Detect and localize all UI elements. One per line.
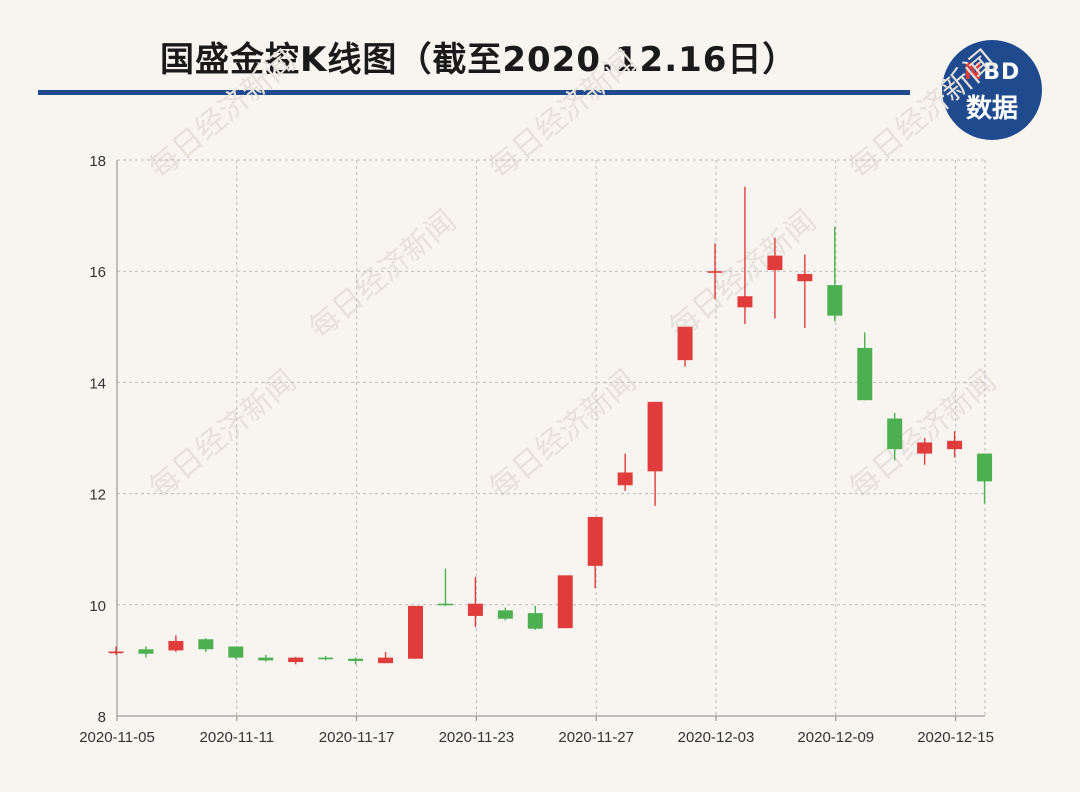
candle-body: [677, 326, 693, 361]
logo-top-text: NBD: [963, 60, 1021, 85]
candle: [348, 657, 364, 665]
x-tick-label: 2020-12-03: [678, 729, 755, 746]
candle-body: [797, 273, 813, 282]
candle-body: [437, 603, 453, 606]
candle-body: [977, 453, 993, 482]
candle-body: [527, 613, 543, 629]
candle: [228, 646, 244, 660]
nbd-logo: NBD 数据: [942, 40, 1042, 140]
candle: [677, 326, 693, 367]
candle-body: [318, 657, 334, 660]
candle: [887, 412, 903, 461]
candle: [647, 401, 663, 506]
watermark-text: 每日经济新闻: [143, 44, 303, 187]
candle-body: [348, 658, 364, 661]
y-tick-label: 10: [89, 598, 106, 615]
watermark-text: 每日经济新闻: [843, 44, 1003, 187]
logo-bottom-text: 数据: [965, 94, 1018, 124]
y-tick-label: 18: [89, 153, 106, 170]
candle: [437, 568, 453, 606]
candle-body: [707, 271, 723, 273]
x-tick-label: 2020-11-17: [319, 729, 395, 746]
candle-body: [378, 657, 394, 664]
candle-body: [138, 649, 154, 654]
watermark-text: 每日经济新闻: [143, 364, 303, 507]
candle-body: [917, 442, 933, 454]
candle-body: [497, 610, 513, 619]
y-tick-label: 8: [98, 709, 106, 726]
candle-body: [737, 296, 753, 308]
x-tick-label: 2020-11-27: [558, 729, 634, 746]
candle: [917, 438, 933, 465]
x-tick-label: 2020-11-11: [200, 729, 275, 746]
candle-body: [288, 657, 304, 663]
candle: [168, 635, 184, 653]
candle-body: [647, 401, 663, 472]
candle-body: [767, 255, 783, 271]
candle: [857, 332, 873, 401]
candle: [827, 226, 843, 322]
title-divider: [38, 90, 910, 95]
candle: [797, 254, 813, 328]
y-tick-label: 14: [89, 375, 106, 392]
candle: [138, 646, 154, 658]
x-tick-label: 2020-11-23: [439, 729, 515, 746]
candle: [977, 453, 993, 504]
candle: [557, 575, 573, 629]
y-tick-label: 12: [89, 487, 106, 504]
watermark-text: 每日经济新闻: [303, 204, 463, 347]
candle-body: [198, 639, 214, 650]
candle: [108, 646, 124, 655]
candle: [527, 605, 543, 630]
candle-body: [168, 640, 184, 651]
candle: [617, 453, 633, 491]
y-tick-label: 16: [89, 264, 106, 281]
candle: [947, 431, 963, 458]
candle-body: [557, 575, 573, 629]
candle-body: [827, 285, 843, 316]
candle: [707, 243, 723, 299]
x-tick-label: 2020-11-05: [79, 729, 155, 746]
candle: [198, 638, 214, 653]
x-tick-label: 2020-12-09: [797, 729, 874, 746]
candle-body: [408, 605, 423, 659]
candle-body: [887, 418, 903, 450]
watermark-text: 每日经济新闻: [483, 44, 643, 187]
candle-body: [258, 657, 274, 661]
candle: [467, 577, 483, 628]
candle: [737, 186, 753, 325]
candle-body: [108, 651, 124, 654]
candle: [767, 237, 783, 319]
candle: [258, 654, 274, 662]
candle-body: [617, 472, 633, 486]
candle: [408, 605, 423, 659]
candle-body: [947, 440, 963, 450]
candle: [587, 516, 603, 589]
candle-body: [587, 516, 603, 566]
candle: [497, 607, 513, 621]
chart-title: 国盛金控K线图（截至2020.12.16日）: [160, 40, 798, 80]
candle-body: [467, 603, 483, 616]
candle: [318, 655, 334, 661]
candle-body: [857, 347, 873, 401]
candle: [378, 652, 394, 664]
candle: [288, 657, 304, 665]
x-tick-label: 2020-12-15: [917, 729, 994, 746]
candle-body: [228, 646, 244, 658]
